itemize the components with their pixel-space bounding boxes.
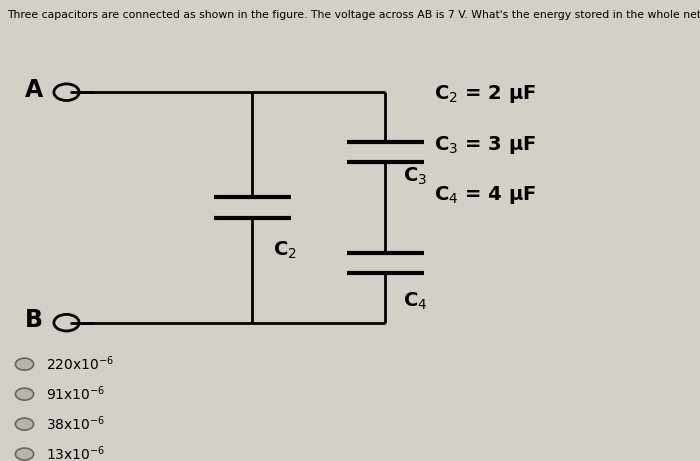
Text: C$_3$: C$_3$: [402, 166, 426, 187]
Text: 91x10$^{-6}$: 91x10$^{-6}$: [46, 385, 106, 403]
Text: 38x10$^{-6}$: 38x10$^{-6}$: [46, 415, 106, 433]
Text: 13x10$^{-6}$: 13x10$^{-6}$: [46, 445, 106, 461]
Text: A: A: [25, 78, 43, 102]
Text: C$_3$ = 3 μF: C$_3$ = 3 μF: [434, 134, 536, 156]
Text: C$_4$ = 4 μF: C$_4$ = 4 μF: [434, 184, 536, 207]
Text: C$_4$: C$_4$: [402, 290, 427, 312]
Circle shape: [15, 448, 34, 460]
Text: C$_2$ = 2 μF: C$_2$ = 2 μF: [434, 83, 536, 105]
Text: 220x10$^{-6}$: 220x10$^{-6}$: [46, 355, 114, 373]
Circle shape: [15, 418, 34, 430]
Text: C$_2$: C$_2$: [273, 240, 297, 261]
Circle shape: [15, 358, 34, 370]
Text: Three capacitors are connected as shown in the figure. The voltage across AB is : Three capacitors are connected as shown …: [7, 10, 700, 20]
Text: B: B: [25, 308, 43, 332]
Circle shape: [15, 388, 34, 400]
